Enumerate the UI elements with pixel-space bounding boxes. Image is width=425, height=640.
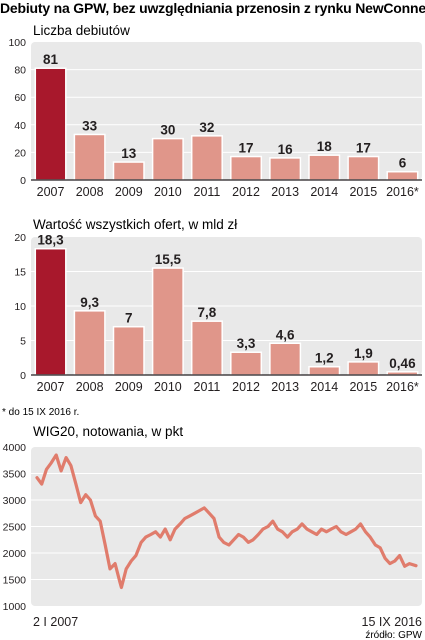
bar bbox=[73, 133, 106, 181]
y-tick-label: 40 bbox=[14, 120, 26, 132]
y-tick-label: 20 bbox=[14, 147, 26, 159]
value-label: 16 bbox=[278, 142, 294, 157]
chart1-title: Liczba debiutów bbox=[33, 23, 130, 38]
bar bbox=[308, 365, 341, 376]
value-label: 18,3 bbox=[37, 233, 64, 248]
bar bbox=[386, 170, 419, 181]
value-label: 33 bbox=[82, 118, 98, 133]
x-tick-label: 2016* bbox=[386, 185, 419, 199]
value-label: 7 bbox=[125, 311, 133, 326]
bar bbox=[230, 351, 263, 376]
x-tick-label: 2012 bbox=[232, 380, 260, 394]
x-tick-label: 2011 bbox=[194, 185, 221, 199]
x-tick-label: 2010 bbox=[154, 185, 182, 199]
y-tick-label: 5 bbox=[20, 336, 26, 348]
chart3-title: WIG20, notowania, w pkt bbox=[33, 424, 183, 439]
bar bbox=[269, 157, 302, 181]
bar bbox=[151, 267, 184, 376]
value-label: 17 bbox=[239, 141, 254, 156]
value-label: 13 bbox=[121, 146, 137, 161]
x-tick-label: 2014 bbox=[310, 185, 338, 199]
x-tick-label: 2011 bbox=[194, 380, 221, 394]
x-end-label: 15 IX 2016 bbox=[362, 615, 423, 629]
x-tick-label: 2016* bbox=[386, 380, 419, 394]
chart1-debuts-count: 0 20 40 60 80 100 81 2007 33 2008 13 2009 30 2010 32 20… bbox=[8, 37, 422, 199]
plot-area bbox=[31, 42, 422, 180]
value-label: 1,9 bbox=[354, 346, 373, 361]
x-tick-label: 2008 bbox=[76, 380, 104, 394]
x-tick-label: 2014 bbox=[310, 380, 338, 394]
bar bbox=[151, 137, 184, 181]
chart2-offer-value: 0 5 10 15 20 18,3 2007 9,3 2008 7 2009 15,5 2010 7,8 2… bbox=[14, 232, 422, 394]
value-label: 15,5 bbox=[155, 252, 182, 267]
y-tick-label: 15 bbox=[14, 267, 26, 279]
bar bbox=[190, 135, 223, 181]
value-label: 4,6 bbox=[276, 327, 295, 342]
value-label: 3,3 bbox=[237, 336, 256, 351]
x-tick-label: 2007 bbox=[37, 185, 65, 199]
y-tick-label: 100 bbox=[8, 37, 26, 49]
y-tick-label: 1500 bbox=[3, 575, 27, 587]
x-tick-label: 2015 bbox=[349, 185, 377, 199]
y-tick-label: 4000 bbox=[3, 442, 27, 454]
source-note: źródło: GPW bbox=[365, 630, 422, 640]
bar bbox=[112, 161, 145, 181]
y-tick-label: 2500 bbox=[3, 522, 27, 534]
y-tick-label: 2000 bbox=[3, 548, 27, 560]
bar bbox=[230, 155, 263, 181]
chart2-title: Wartość wszystkich ofert, w mld zł bbox=[33, 217, 237, 232]
x-tick-label: 2015 bbox=[349, 380, 377, 394]
figure-title: Debiuty na GPW, bez uwzględniania przeno… bbox=[0, 0, 425, 16]
x-tick-label: 2008 bbox=[76, 185, 104, 199]
value-label: 6 bbox=[399, 156, 407, 171]
value-label: 7,8 bbox=[198, 305, 217, 320]
y-tick-label: 20 bbox=[14, 232, 26, 244]
x-tick-label: 2010 bbox=[154, 380, 182, 394]
y-tick-label: 10 bbox=[14, 301, 26, 313]
value-label: 17 bbox=[356, 141, 371, 156]
value-label: 32 bbox=[199, 120, 214, 135]
value-label: 81 bbox=[43, 52, 59, 67]
bar bbox=[73, 310, 106, 376]
y-tick-label: 0 bbox=[20, 370, 26, 382]
y-tick-label: 1000 bbox=[3, 601, 27, 613]
bar bbox=[34, 247, 67, 376]
x-tick-label: 2009 bbox=[115, 380, 143, 394]
y-tick-label: 80 bbox=[14, 65, 26, 77]
x-tick-label: 2013 bbox=[271, 380, 299, 394]
footnote: * do 15 IX 2016 r. bbox=[2, 407, 79, 418]
y-tick-label: 0 bbox=[20, 175, 26, 187]
wig20-series-line bbox=[35, 453, 418, 590]
x-tick-label: 2007 bbox=[37, 380, 65, 394]
bar bbox=[269, 342, 302, 376]
value-label: 1,2 bbox=[315, 351, 334, 366]
value-label: 18 bbox=[317, 139, 333, 154]
value-label: 9,3 bbox=[80, 295, 99, 310]
y-tick-label: 3500 bbox=[3, 469, 27, 481]
chart3-wig20: 1000 1500 2000 2500 3000 3500 4000 bbox=[3, 442, 422, 613]
y-tick-label: 3000 bbox=[3, 495, 27, 507]
bar bbox=[34, 67, 67, 181]
bar bbox=[190, 320, 223, 376]
value-label: 0,46 bbox=[389, 356, 416, 371]
value-label: 30 bbox=[160, 123, 175, 138]
x-start-label: 2 I 2007 bbox=[33, 615, 78, 629]
y-tick-label: 60 bbox=[14, 92, 26, 104]
x-tick-label: 2009 bbox=[115, 185, 143, 199]
bar bbox=[112, 325, 145, 376]
x-tick-label: 2012 bbox=[232, 185, 260, 199]
bar bbox=[347, 155, 380, 181]
x-tick-label: 2013 bbox=[271, 185, 299, 199]
bar bbox=[347, 361, 380, 376]
bar bbox=[308, 154, 341, 181]
